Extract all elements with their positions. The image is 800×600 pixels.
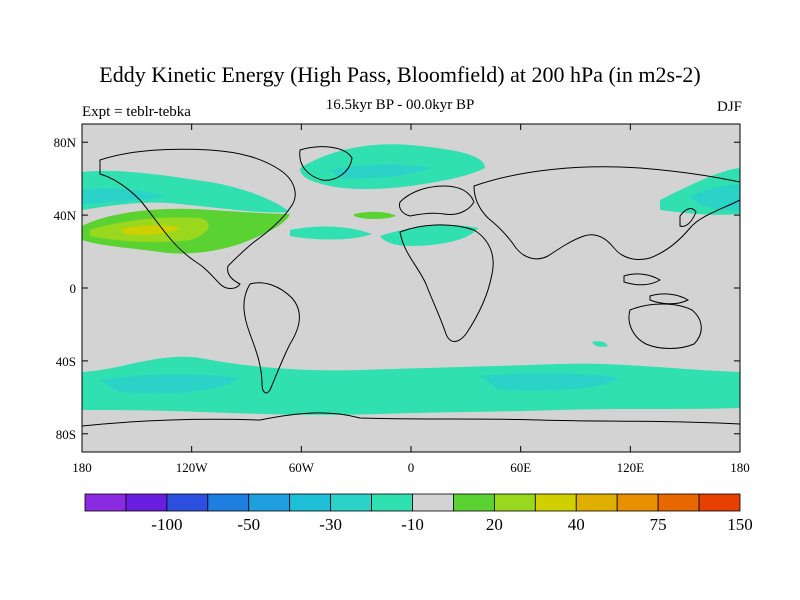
colorbar <box>84 493 741 512</box>
colorbar-swatch <box>371 493 413 512</box>
coast-antarctica <box>81 412 741 427</box>
colorbar-swatch <box>166 493 209 512</box>
coast-australia <box>628 303 702 349</box>
colorbar-label: -30 <box>319 515 342 534</box>
coast-japan <box>679 208 697 227</box>
colorbar-swatch <box>125 493 168 512</box>
experiment-label: Expt = teblr-tebka <box>82 104 191 120</box>
anomaly-fields-sh <box>82 356 740 415</box>
coast-maritime-a <box>623 273 661 286</box>
lat-label: 0 <box>70 281 77 296</box>
lon-label: 120W <box>176 460 209 475</box>
coast-north-america <box>99 148 296 289</box>
colorbar-swatch <box>84 493 127 512</box>
lat-label: 80S <box>56 427 76 442</box>
colorbar-swatch <box>493 493 536 512</box>
colorbar-swatch <box>248 493 291 512</box>
coast-maritime-b <box>649 293 690 305</box>
lat-label: 40S <box>56 354 76 369</box>
coast-south-america <box>243 282 300 394</box>
coast-asia <box>473 166 741 261</box>
lat-label: 80N <box>54 135 77 150</box>
colorbar-label: -50 <box>237 515 260 534</box>
colorbar-label: -100 <box>151 515 182 534</box>
anomaly-fields-nh <box>82 144 740 347</box>
map-panel: 80N 40N 0 40S 80S 180 120W 60W 0 60E 120E 180 <box>54 123 750 475</box>
axis-ticks <box>81 124 741 452</box>
colorbar-swatch <box>657 493 700 512</box>
field-sio-patch <box>592 341 608 347</box>
colorbar-swatch <box>412 493 454 512</box>
colorbar-swatch <box>289 493 332 512</box>
field-so-inner-a <box>100 374 240 394</box>
colorbar-label: -10 <box>401 515 424 534</box>
lon-label: 60E <box>510 460 531 475</box>
coastlines <box>81 146 741 427</box>
lon-label: 60W <box>289 460 315 475</box>
colorbar-swatch <box>698 493 741 512</box>
colorbar-label: 150 <box>727 515 753 534</box>
lat-label: 40N <box>54 208 77 223</box>
field-atl-teal-a <box>290 226 372 240</box>
coast-europe <box>399 185 475 217</box>
colorbar-label: 20 <box>486 515 503 534</box>
field-nwpac-inner <box>690 184 740 211</box>
colorbar-swatch <box>330 493 372 512</box>
lon-label: 180 <box>72 460 92 475</box>
plot-subtitle: 16.5kyr BP - 00.0kyr BP <box>325 97 475 113</box>
field-npac-inner <box>82 188 165 204</box>
coast-africa <box>399 224 494 342</box>
colorbar-label: 40 <box>568 515 585 534</box>
latitude-labels: 80N 40N 0 40S 80S <box>54 135 77 442</box>
colorbar-swatch <box>616 493 659 512</box>
field-atl-green <box>354 211 396 219</box>
field-so-teal <box>82 356 740 415</box>
coast-greenland <box>299 146 353 181</box>
field-npac-teal <box>82 170 290 213</box>
lon-label: 120E <box>617 460 645 475</box>
field-so-inner-b <box>480 373 620 391</box>
plot-title: Eddy Kinetic Energy (High Pass, Bloomfie… <box>99 62 701 87</box>
lon-label: 180 <box>730 460 750 475</box>
colorbar-swatch <box>453 493 495 512</box>
colorbar-label: 75 <box>650 515 667 534</box>
colorbar-swatch <box>575 493 618 512</box>
season-label: DJF <box>716 99 742 115</box>
field-natl-inner <box>330 164 430 179</box>
longitude-labels: 180 120W 60W 0 60E 120E 180 <box>72 460 750 475</box>
colorbar-swatch <box>534 493 577 512</box>
lon-label: 0 <box>408 460 415 475</box>
colorbar-labels: -100 -50 -30 -10 20 40 75 150 <box>151 515 752 534</box>
colorbar-swatch <box>207 493 250 512</box>
